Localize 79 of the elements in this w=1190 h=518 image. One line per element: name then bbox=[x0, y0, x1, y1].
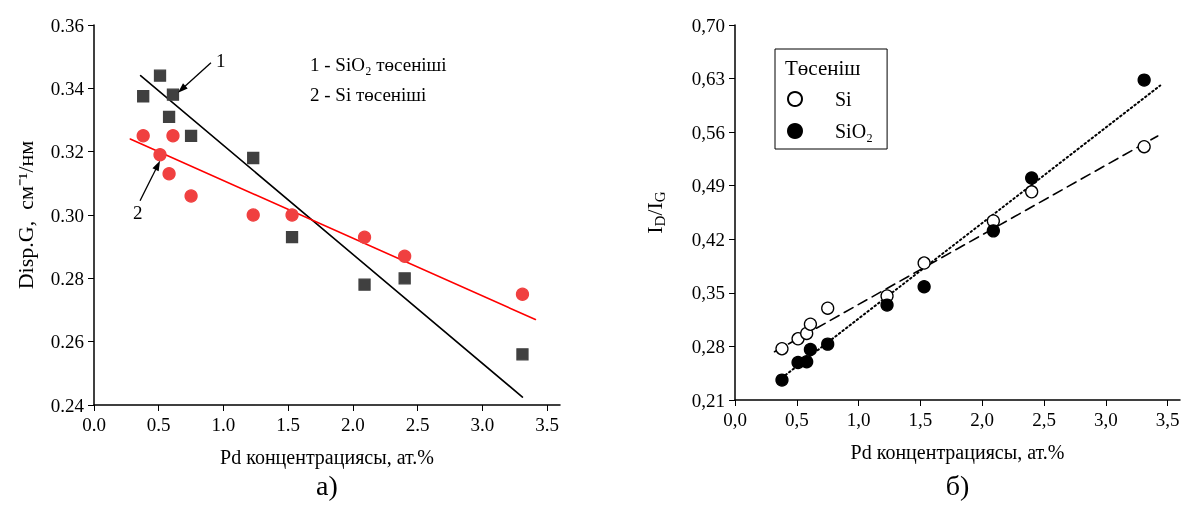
x-tick-label: 2.5 bbox=[405, 414, 430, 435]
x-tick-label: 3.5 bbox=[535, 414, 559, 435]
x-tick-label: 3,5 bbox=[1155, 409, 1180, 430]
point bbox=[153, 148, 167, 162]
point bbox=[821, 337, 835, 351]
annotation: 1 bbox=[215, 49, 226, 71]
x-tick-label: 0.5 bbox=[146, 414, 171, 435]
y-tick-label: 0,35 bbox=[691, 282, 725, 304]
y-tick-label: 0.30 bbox=[50, 204, 84, 226]
point bbox=[803, 342, 818, 357]
point bbox=[775, 342, 789, 356]
y-tick-label: 0.32 bbox=[50, 141, 84, 163]
y-tick-label: 0,42 bbox=[691, 228, 725, 250]
x-axis-title: Pd концентрациясы, ат.% bbox=[220, 446, 434, 469]
x-tick-label: 0,0 bbox=[723, 409, 747, 430]
point bbox=[162, 110, 176, 123]
point bbox=[1025, 171, 1039, 185]
x-tick-label: 2,5 bbox=[1032, 409, 1056, 430]
x-tick-label: 0.0 bbox=[82, 414, 106, 435]
x-tick-label: 2.0 bbox=[341, 414, 365, 435]
annotation: 1 - SiO₂ төсеніші bbox=[310, 54, 447, 75]
point bbox=[986, 224, 1000, 238]
legend-label: SiO₂ bbox=[835, 120, 874, 142]
y-tick-label: 0,49 bbox=[691, 175, 725, 197]
y-tick-label: 0,56 bbox=[691, 121, 725, 143]
y-tick-label: 0.34 bbox=[50, 77, 85, 99]
point bbox=[153, 69, 167, 82]
point bbox=[398, 272, 411, 285]
point bbox=[917, 280, 931, 294]
point bbox=[775, 373, 789, 387]
point bbox=[166, 129, 180, 143]
point bbox=[285, 208, 299, 222]
point bbox=[1025, 185, 1039, 199]
text: б) bbox=[945, 470, 970, 502]
legend-title: Төсеніш bbox=[785, 55, 861, 80]
x-axis-title: Pd концентрациясы, ат.% bbox=[850, 441, 1065, 464]
x-tick-label: 2,0 bbox=[970, 409, 995, 430]
point bbox=[1137, 140, 1151, 154]
point bbox=[184, 189, 198, 203]
y-tick-label: 0.28 bbox=[50, 267, 84, 289]
y-tick-label: 0,70 bbox=[691, 14, 725, 36]
point bbox=[800, 355, 814, 369]
text: а) bbox=[316, 470, 338, 502]
annotation: 2 bbox=[133, 201, 143, 223]
y-axis-title: Disp.G, см⁻¹/нм bbox=[12, 140, 38, 290]
x-tick-label: 1,0 bbox=[846, 409, 871, 430]
x-tick-label: 1.0 bbox=[211, 414, 236, 435]
x-tick-label: 3.0 bbox=[470, 414, 495, 435]
point bbox=[516, 348, 529, 361]
x-tick-label: 1,5 bbox=[908, 409, 933, 430]
point bbox=[136, 129, 150, 143]
point bbox=[1137, 73, 1151, 87]
x-tick-label: 3,0 bbox=[1093, 409, 1118, 430]
point bbox=[398, 249, 412, 263]
point bbox=[166, 88, 180, 101]
x-tick-label: 1.5 bbox=[276, 414, 301, 435]
point bbox=[137, 90, 150, 103]
x-tick-label: 0,5 bbox=[784, 409, 809, 430]
point bbox=[184, 129, 198, 142]
point bbox=[357, 230, 372, 244]
legend-label: Si bbox=[835, 88, 853, 110]
y-tick-label: 0,21 bbox=[691, 389, 725, 411]
point bbox=[880, 298, 894, 312]
y-tick-label: 0,28 bbox=[691, 335, 725, 357]
point bbox=[246, 208, 260, 222]
point bbox=[917, 256, 931, 270]
y-tick-label: 0.36 bbox=[50, 14, 84, 36]
annotation: 2 - Si төсеніші bbox=[310, 84, 427, 105]
y-tick-label: 0.26 bbox=[50, 331, 84, 353]
point bbox=[162, 167, 176, 181]
y-axis-title: ID/IG bbox=[642, 191, 668, 234]
point bbox=[515, 287, 530, 301]
point bbox=[285, 231, 299, 244]
point bbox=[247, 151, 260, 165]
point bbox=[803, 317, 818, 331]
y-tick-label: 0.24 bbox=[50, 394, 85, 416]
y-tick-label: 0,63 bbox=[691, 68, 725, 90]
point bbox=[358, 278, 371, 291]
point bbox=[821, 301, 835, 315]
